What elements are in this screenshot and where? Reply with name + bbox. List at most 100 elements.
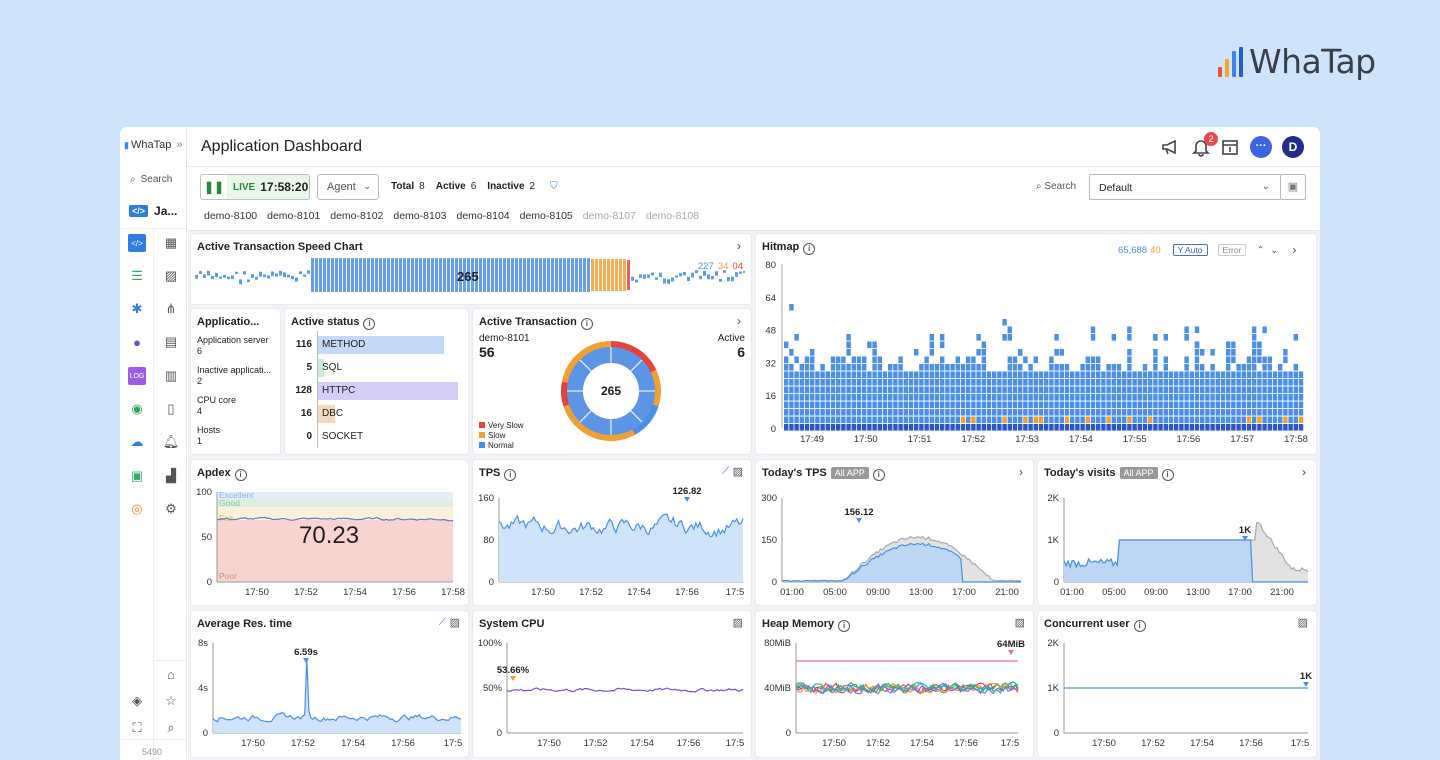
server-icon[interactable]: ☰ bbox=[131, 268, 143, 283]
info-icon[interactable]: i bbox=[872, 469, 885, 481]
hitmap-cell bbox=[997, 409, 1002, 416]
status-row[interactable]: 0 SOCKET bbox=[285, 426, 468, 449]
info-icon[interactable]: i bbox=[1133, 620, 1146, 632]
hitmap-cell bbox=[825, 416, 830, 424]
hitmap-cell bbox=[924, 386, 929, 394]
app-logo[interactable]: ▮ WhaTap» bbox=[124, 139, 183, 151]
chevron-right-icon[interactable]: › bbox=[1302, 465, 1306, 479]
error-toggle-button[interactable]: Error bbox=[1217, 244, 1247, 256]
agent-tab[interactable]: demo-8108 bbox=[645, 210, 699, 222]
settings-gear-icon[interactable]: ⚙ bbox=[165, 501, 177, 516]
hitmap-cell bbox=[997, 416, 1002, 424]
info-icon[interactable]: i bbox=[580, 318, 593, 330]
agent-select[interactable]: Agent ⌄ bbox=[317, 174, 379, 200]
agent-tab[interactable]: demo-8105 bbox=[519, 210, 573, 222]
filter-shield-icon[interactable]: ⛉ bbox=[550, 181, 558, 192]
report-icon[interactable]: ▤ bbox=[164, 334, 178, 349]
speed-bar bbox=[607, 259, 610, 291]
hitmap-cell bbox=[1168, 424, 1174, 431]
speed-bar bbox=[211, 275, 214, 280]
cloud-icon[interactable]: ☁ bbox=[130, 434, 144, 449]
hitmap-cell bbox=[955, 401, 960, 409]
speed-bar bbox=[703, 270, 706, 276]
y-auto-button[interactable]: Y Auto bbox=[1172, 244, 1208, 256]
save-icon[interactable]: ▣ bbox=[1280, 174, 1306, 200]
status-row[interactable]: 128 HTTPC bbox=[285, 380, 468, 403]
app-code-icon[interactable]: </> bbox=[128, 234, 146, 252]
calendar-icon[interactable] bbox=[1220, 137, 1240, 157]
pause-icon[interactable]: ❚❚ bbox=[203, 180, 225, 194]
toolbar-search[interactable]: ⌕ Search bbox=[1036, 181, 1076, 192]
fullscreen-icon[interactable]: ⛶ bbox=[132, 720, 142, 735]
topology-icon[interactable]: ⋔ bbox=[165, 301, 177, 316]
image-chart-icon[interactable]: ▨ bbox=[732, 466, 743, 478]
stats-icon[interactable]: ▟ bbox=[166, 468, 176, 483]
hitmap-cell bbox=[810, 424, 815, 431]
chevron-right-icon[interactable]: › bbox=[737, 314, 741, 328]
speed-bar bbox=[527, 258, 530, 292]
announcement-icon[interactable] bbox=[1160, 137, 1180, 157]
star-icon[interactable]: ☆ bbox=[165, 693, 177, 708]
chevron-right-icon[interactable]: › bbox=[737, 239, 741, 253]
agent-tab[interactable]: demo-8103 bbox=[393, 210, 447, 222]
info-icon[interactable]: i bbox=[803, 243, 816, 255]
info-icon[interactable]: i bbox=[504, 469, 517, 481]
speed-bar bbox=[483, 258, 486, 292]
home-icon[interactable]: ⌂ bbox=[167, 666, 175, 682]
browser-icon[interactable]: ▣ bbox=[130, 468, 144, 483]
chevron-down-icon[interactable]: ⌄ bbox=[1270, 244, 1279, 256]
analysis-icon[interactable]: ▥ bbox=[164, 368, 178, 383]
image-chart-icon[interactable]: ▨ bbox=[1014, 617, 1025, 629]
image-chart-icon[interactable]: ▨ bbox=[1297, 617, 1308, 629]
info-icon[interactable]: i bbox=[838, 620, 851, 632]
agent-tab[interactable]: demo-8100 bbox=[204, 210, 258, 222]
agent-tab[interactable]: demo-8107 bbox=[582, 210, 636, 222]
kubernetes-icon[interactable]: ✱ bbox=[131, 301, 143, 316]
hitmap-cell bbox=[1002, 424, 1007, 431]
image-chart-icon[interactable]: ▨ bbox=[449, 617, 460, 629]
hitmap-cell bbox=[971, 371, 976, 379]
dashboard-grid-icon[interactable]: ▦ bbox=[164, 235, 178, 250]
database-icon[interactable]: ● bbox=[133, 334, 141, 350]
agent-tab[interactable]: demo-8102 bbox=[330, 210, 384, 222]
status-row[interactable]: 116 METHOD bbox=[285, 334, 468, 357]
notification-bell-icon[interactable] bbox=[1191, 137, 1211, 157]
globe-icon[interactable]: ◉ bbox=[131, 401, 143, 416]
chevron-up-icon[interactable]: ⌃ bbox=[1256, 244, 1265, 256]
hitmap-cell bbox=[1283, 349, 1288, 356]
chevron-right-icon[interactable]: › bbox=[1292, 243, 1297, 257]
hitmap-cell bbox=[1106, 379, 1111, 386]
sidebar-search[interactable]: ⌕ Search bbox=[130, 174, 172, 185]
expand-icon[interactable]: » bbox=[176, 139, 183, 151]
live-toggle[interactable]: ❚❚ LIVE 17:58:20 bbox=[200, 174, 310, 200]
user-avatar[interactable]: D bbox=[1282, 136, 1304, 158]
log-icon[interactable]: LOG bbox=[128, 367, 146, 385]
hitmap-cell bbox=[1174, 416, 1179, 424]
hitmap-cell bbox=[1075, 416, 1080, 424]
status-row[interactable]: 16 DBC bbox=[285, 403, 468, 426]
info-icon[interactable]: i bbox=[234, 469, 247, 481]
paint-bucket-icon[interactable]: ◈ bbox=[132, 693, 142, 708]
status-row[interactable]: 5 SQL bbox=[285, 357, 468, 380]
line-chart-icon[interactable]: ⟋ bbox=[439, 617, 446, 628]
chevron-right-icon[interactable]: › bbox=[1019, 465, 1023, 479]
hitmap-cell bbox=[1236, 371, 1241, 379]
network-icon[interactable]: ◎ bbox=[131, 501, 143, 516]
document-icon[interactable]: ▯ bbox=[167, 401, 175, 416]
agent-tab[interactable]: demo-8101 bbox=[267, 210, 321, 222]
x-tick: 21:00 bbox=[995, 587, 1019, 598]
image-chart-icon[interactable]: ▨ bbox=[164, 268, 178, 283]
info-icon[interactable]: i bbox=[1161, 469, 1174, 481]
bell-alert-icon[interactable]: 🔔︎ bbox=[162, 434, 180, 449]
agent-tab[interactable]: demo-8104 bbox=[456, 210, 510, 222]
line-chart-icon[interactable]: ⟋ bbox=[722, 466, 729, 477]
hitmap-cell bbox=[1184, 326, 1189, 334]
preset-select[interactable]: Default ⌄ bbox=[1089, 174, 1281, 200]
hitmap-cell bbox=[1137, 424, 1142, 431]
search-page-icon[interactable]: ⌕ bbox=[167, 720, 175, 735]
project-selector[interactable]: </> Ja... bbox=[129, 204, 177, 218]
hitmap-cell bbox=[1283, 371, 1288, 379]
info-icon[interactable]: i bbox=[363, 318, 376, 330]
chat-icon[interactable]: ··· bbox=[1250, 136, 1272, 158]
image-chart-icon[interactable]: ▨ bbox=[732, 617, 743, 629]
